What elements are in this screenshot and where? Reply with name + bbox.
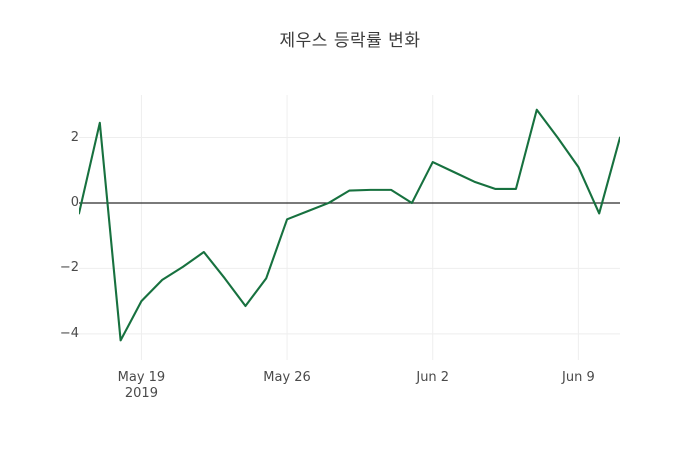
x-tick-sub-year: 2019 <box>124 386 158 401</box>
data-series-line <box>79 108 620 342</box>
x-tick-main: Jun 9 <box>562 370 595 385</box>
x-tick-label-jun-9: Jun 9 <box>523 370 633 386</box>
y-tick-label-minus-2: −2 <box>59 260 79 276</box>
y-tick-label-minus-4: −4 <box>59 325 79 341</box>
y-tick-label-2: 2 <box>70 129 79 145</box>
x-gridlines <box>140 95 579 360</box>
y-tick-label-0: 0 <box>70 194 79 210</box>
y-gridlines <box>79 137 620 335</box>
x-tick-main: May 19 <box>117 370 166 385</box>
x-tick-main: Jun 2 <box>416 370 450 385</box>
x-tick-label-may-26: May 26 <box>232 370 342 386</box>
line-chart-canvas <box>79 95 620 360</box>
x-tick-label-may-19: May 19 2019 <box>86 370 196 402</box>
chart-title: 제우스 등락률 변화 <box>279 31 421 51</box>
x-tick-label-jun-2: Jun 2 <box>378 370 488 386</box>
x-tick-main: May 26 <box>263 370 311 385</box>
plot-area <box>79 95 620 360</box>
